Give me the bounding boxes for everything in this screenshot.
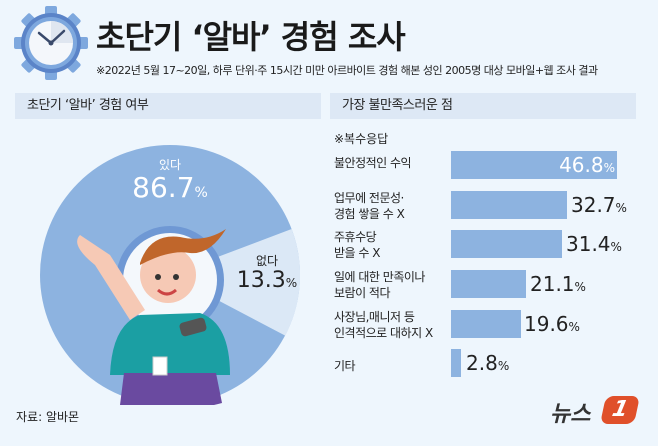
bar-value-5-unit: % bbox=[497, 359, 510, 373]
bar-value-1-number: 32.7 bbox=[571, 193, 616, 217]
bar-value-0-number: 46.8 bbox=[559, 153, 604, 177]
pie-label-no-text: 없다 bbox=[255, 254, 279, 268]
pie-chart bbox=[40, 145, 300, 405]
bar-label-0: 불안정적인 수익 bbox=[334, 155, 412, 171]
pie-no-unit: % bbox=[285, 276, 298, 290]
bar-4 bbox=[451, 310, 521, 338]
source-note: 자료: 알바몬 bbox=[16, 410, 80, 424]
bar-label-2-line1: 주휴수당 bbox=[334, 230, 377, 244]
pie-section-heading: 초단기 ‘알바’ 경험 여부 bbox=[15, 93, 321, 119]
bar-5 bbox=[451, 349, 461, 377]
pie-yes-unit: % bbox=[194, 185, 208, 201]
bar-label-3-line1: 일에 대한 만족이나 bbox=[334, 270, 425, 284]
bar-label-5-line1: 기타 bbox=[334, 359, 356, 373]
bar-label-3-line2: 보람이 적다 bbox=[334, 286, 391, 300]
pie-yes-number: 86.7 bbox=[132, 171, 195, 204]
bar-value-5-number: 2.8 bbox=[466, 351, 498, 375]
bar-value-1-unit: % bbox=[615, 201, 627, 215]
bar-value-2-number: 31.4 bbox=[566, 232, 611, 256]
bar-3 bbox=[451, 270, 526, 298]
bar-value-2: 31.4% bbox=[566, 230, 622, 261]
bar-label-1: 업무에 전문성· 경험 쌓을 수 X bbox=[334, 190, 405, 222]
pie-label-no: 없다 13.3% bbox=[232, 252, 302, 295]
bar-value-0: 46.8% bbox=[451, 151, 615, 182]
bar-label-4-line1: 사장님,매니저 등 bbox=[334, 310, 415, 324]
bar-label-4-line2: 인격적으로 대하지 X bbox=[334, 326, 433, 340]
bar-value-0-unit: % bbox=[603, 161, 615, 175]
bar-value-2-unit: % bbox=[610, 240, 622, 254]
pie-label-yes-text: 있다 bbox=[158, 158, 182, 172]
page-title: 초단기 ‘알바’ 경험 조사 bbox=[96, 18, 406, 56]
bar-value-3-number: 21.1 bbox=[530, 272, 575, 296]
bar-label-1-line1: 업무에 전문성· bbox=[334, 191, 404, 205]
pie-label-no-value: 13.3% bbox=[232, 269, 302, 295]
bar-value-4-number: 19.6 bbox=[524, 312, 569, 336]
bar-section-heading: 가장 불만족스러운 점 bbox=[330, 93, 636, 119]
bar-label-0-line1: 불안정적인 수익 bbox=[334, 156, 412, 170]
bar-value-5: 2.8% bbox=[466, 349, 509, 380]
survey-note: ※2022년 5월 17~20일, 하루 단위·주 15시간 미만 아르바이트 … bbox=[96, 64, 598, 77]
bar-value-4-unit: % bbox=[568, 320, 580, 334]
clock-gear-icon bbox=[14, 6, 88, 80]
news1-logo-mark: 1 bbox=[600, 396, 640, 424]
bar-label-5: 기타 bbox=[334, 358, 356, 374]
bar-2 bbox=[451, 230, 562, 258]
pie-slice-no bbox=[170, 229, 300, 336]
bar-value-1: 32.7% bbox=[571, 191, 627, 222]
pie-label-yes-value: 86.7% bbox=[130, 173, 210, 208]
bar-value-4: 19.6% bbox=[524, 310, 580, 341]
bar-value-3: 21.1% bbox=[530, 270, 586, 301]
bar-value-3-unit: % bbox=[574, 280, 586, 294]
bar-0 bbox=[451, 151, 617, 179]
multiple-response-note: ※복수응답 bbox=[334, 132, 389, 146]
bar-label-1-line2: 경험 쌓을 수 X bbox=[334, 207, 405, 221]
bar-label-2-line2: 받을 수 X bbox=[334, 246, 380, 260]
pie-no-number: 13.3 bbox=[236, 268, 286, 293]
pie-label-yes: 있다 86.7% bbox=[130, 156, 210, 208]
bar-1 bbox=[451, 191, 567, 219]
news1-logo-text: 뉴스 bbox=[550, 402, 591, 427]
